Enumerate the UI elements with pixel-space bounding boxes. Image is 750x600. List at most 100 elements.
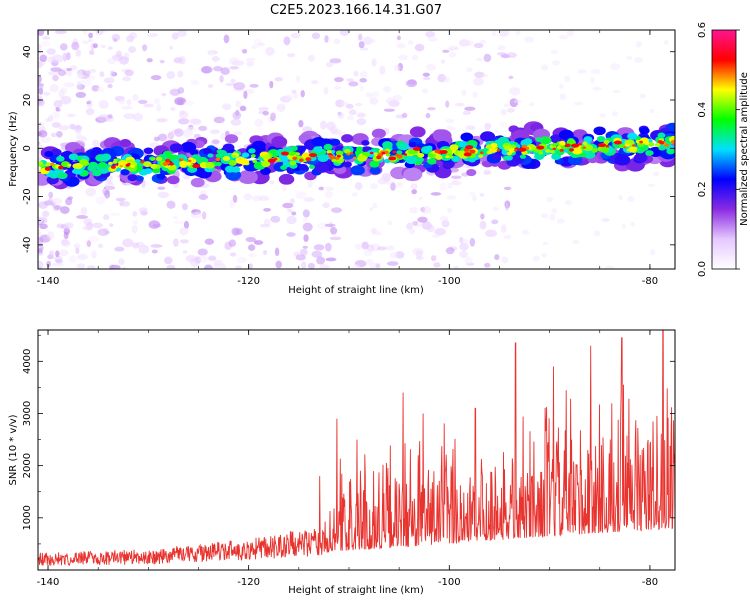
spectrogram-band-blob <box>646 150 654 156</box>
spectrogram-noise-blob <box>500 224 507 233</box>
spectrogram-noise-blob <box>333 38 341 45</box>
spectrogram-noise-blob <box>552 60 561 66</box>
spectrogram-noise-blob <box>86 101 91 105</box>
spectrogram-noise-blob <box>430 255 437 262</box>
spectrogram-noise-blob <box>220 67 230 75</box>
spectrogram-noise-blob <box>649 108 655 114</box>
spectrogram-noise-blob <box>109 70 115 77</box>
spectrogram-noise-blob <box>231 227 241 236</box>
spectrogram-noise-blob <box>325 61 334 68</box>
spectrogram-band-blob <box>369 166 381 175</box>
spectrogram-band-blob <box>449 144 459 151</box>
spectrogram-noise-blob <box>361 241 369 250</box>
spectrogram-noise-blob <box>48 191 54 199</box>
spectrogram-noise-blob <box>359 78 368 83</box>
spectrogram-hotspot <box>613 140 622 145</box>
spectrogram-noise-blob <box>347 115 354 121</box>
spectrogram-band-blob <box>44 166 51 171</box>
spectrogram-noise-blob <box>542 242 549 246</box>
spectrogram-noise-blob <box>396 42 406 49</box>
spectrogram-noise-blob <box>248 253 257 258</box>
spectrogram-noise-blob <box>42 210 50 218</box>
spectrogram-band-blob <box>119 165 123 168</box>
spectrogram-noise-blob <box>46 48 56 55</box>
spectrogram-noise-blob <box>122 238 134 248</box>
spectrogram-noise-blob <box>540 213 549 219</box>
spectrogram-noise-blob <box>532 255 540 262</box>
spectrogram-band-blob <box>445 155 450 159</box>
snr-ytick-label: 1000 <box>22 505 33 530</box>
spectrogram-noise-blob <box>421 88 429 94</box>
spectrogram-band-blob <box>252 159 258 164</box>
spectrogram-band-blob <box>448 155 454 159</box>
spectrogram-noise-blob <box>346 78 355 82</box>
spectrogram-noise-blob <box>132 211 138 217</box>
spectrogram-noise-blob <box>333 86 342 90</box>
snr-series-line <box>38 330 675 567</box>
spectrogram-band-blob <box>240 158 250 166</box>
spectrogram-hotspot <box>267 158 276 163</box>
spectrogram-band-blob <box>292 156 298 161</box>
spectrogram-hotspot <box>412 146 421 151</box>
spectrogram-noise-blob <box>274 77 283 82</box>
spectrogram-noise-blob <box>369 183 378 190</box>
spectrogram-band-blob <box>350 165 365 176</box>
spectrogram-band-blob <box>397 143 407 150</box>
spectrogram-band-blob <box>140 160 145 164</box>
spectrogram-noise-blob <box>282 202 294 209</box>
spectrogram-band-blob <box>654 142 661 147</box>
spectrogram-hotspot <box>308 153 317 158</box>
spectrogram-noise-blob <box>198 254 209 264</box>
spectrogram-band-blob <box>432 129 452 143</box>
spectrogram-noise-blob <box>412 54 419 61</box>
spectrogram-band-blob <box>538 151 543 155</box>
spectrogram-noise-blob <box>133 112 143 122</box>
spectrogram-noise-blob <box>418 196 423 201</box>
spectrogram-band-blob <box>231 154 237 158</box>
spectrogram-noise-blob <box>107 46 113 50</box>
spectrogram-noise-blob <box>283 36 291 46</box>
spectrogram-band-blob <box>152 167 161 174</box>
spectrogram-noise-blob <box>207 50 215 56</box>
spectrogram-band-blob <box>150 163 158 169</box>
spectrogram-noise-blob <box>329 58 342 64</box>
spectrogram-noise-blob <box>251 45 257 50</box>
spectrogram-noise-blob <box>275 260 282 269</box>
spectrogram-noise-blob <box>410 183 418 190</box>
spectrogram-band-blob <box>101 153 112 161</box>
spectrogram-noise-blob <box>430 192 442 196</box>
spectrogram-band-blob <box>614 154 631 166</box>
spectrogram-band-blob <box>231 166 241 173</box>
spectrogram-noise-blob <box>372 90 380 98</box>
spectrogram-band-blob <box>150 157 156 161</box>
spectrogram-ticks: -140 -120 -100 -80 -40 -20 0 20 40 <box>22 30 675 287</box>
spectrogram-noise-blob <box>459 250 468 259</box>
spectrogram-noise-blob <box>55 107 60 112</box>
spectrogram-noise-blob <box>546 196 554 203</box>
spectrogram-noise-blob <box>433 262 441 268</box>
spectrogram-noise-blob <box>121 105 133 110</box>
spectrogram-noise-blob <box>258 106 269 111</box>
spectrogram-noise-blob <box>303 197 315 202</box>
spectrogram-band-blob <box>478 154 484 158</box>
spectrogram-noise-blob <box>319 264 330 269</box>
spectrogram-noise-blob <box>46 231 55 240</box>
spectrogram-noise-blob <box>474 71 485 78</box>
spectrogram-noise-blob <box>263 219 271 226</box>
spectrogram-noise-blob <box>634 57 643 64</box>
spectrogram-band-blob <box>639 140 644 144</box>
spectrogram-noise-blob <box>95 196 106 205</box>
spectrogram-noise-blob <box>439 215 449 222</box>
spectrogram-band-blob <box>298 158 304 162</box>
spectrogram-noise-blob <box>170 106 176 111</box>
spectrogram-noise-blob <box>148 220 161 229</box>
colorbar: 0.0 0.2 0.4 0.6 Normalized spectral amplitu… <box>697 22 750 277</box>
spectrogram-band-blob <box>74 162 83 170</box>
spectrogram-band-blob <box>551 142 558 147</box>
spectrogram-noise-blob <box>483 53 492 63</box>
spectrogram-noise-blob <box>82 30 87 35</box>
colorbar-tick-label: 0.0 <box>697 261 708 277</box>
spectrogram-noise-blob <box>639 93 646 99</box>
spectrogram-band-blob <box>278 173 295 185</box>
spectrogram-noise-blob <box>500 109 507 116</box>
